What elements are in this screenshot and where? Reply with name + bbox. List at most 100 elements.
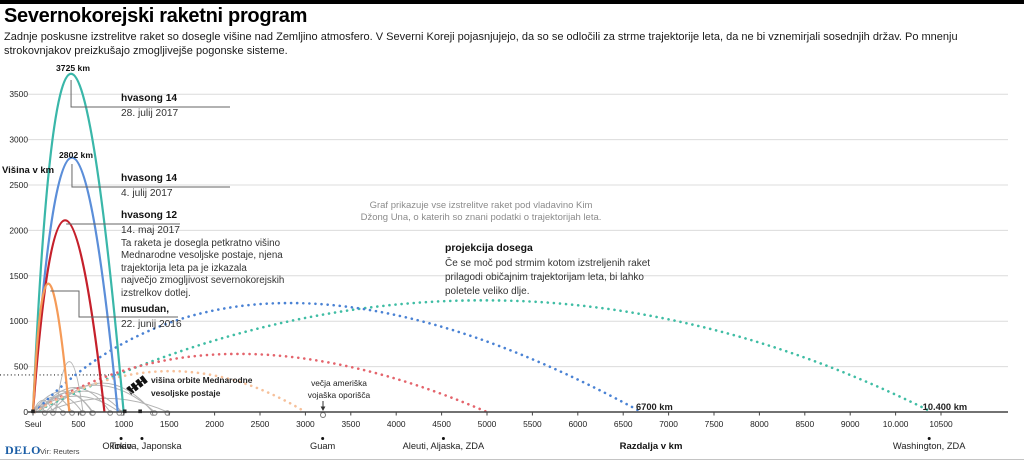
x-tick-label-0: Seul	[25, 419, 42, 429]
launch-name-3: musudan,	[121, 304, 170, 315]
axis-square-marker-0	[31, 409, 35, 414]
footer-divider	[0, 459, 1024, 460]
city-label-4: Washington, ZDA	[892, 441, 966, 451]
y-tick-500: 500	[14, 362, 28, 372]
launch-name-0: hvasong 14	[121, 93, 178, 104]
launch-description-2: Ta raketa je dosegla petkratno višino Me…	[121, 238, 285, 299]
apex-label-0: 3725 km	[56, 63, 90, 73]
y-tick-2500: 2500	[9, 180, 28, 190]
leader-line-1	[71, 164, 230, 188]
launch-name-2: hvasong 12	[121, 210, 178, 221]
city-dot-4	[927, 437, 931, 440]
other-launch-arc-3	[35, 396, 73, 413]
other-launch-arc-7	[32, 390, 94, 413]
delo-logo: DELO	[5, 443, 42, 457]
landing-marker-7	[90, 410, 96, 416]
city-label-1: Okinava, Japonska	[102, 441, 182, 451]
projection-range-label-1: 6700 km	[636, 402, 673, 412]
city-label-3: Aleuti, Aljaska, ZDA	[402, 441, 485, 451]
landing-marker-3	[69, 410, 75, 416]
launch-date-0: 28. julij 2017	[121, 108, 179, 119]
x-tick-label-3: 1500	[160, 419, 179, 429]
trajectory-curve-0	[31, 73, 125, 413]
landing-marker-8	[107, 410, 113, 416]
landing-marker-2	[60, 410, 66, 416]
x-tick-label-8: 4000	[387, 419, 406, 429]
projection-curve-0	[33, 299, 934, 414]
x-tick-label-9: 4500	[432, 419, 451, 429]
projection-range-label-0: 10.400 km	[922, 402, 968, 412]
city-dot-2	[321, 437, 325, 440]
x-tick-label-2: 1000	[114, 419, 133, 429]
y-tick-1000: 1000	[9, 316, 28, 326]
trajectory-curve-2	[31, 219, 106, 413]
graph-note: Graf prikazuje vse izstrelitve raket pod…	[360, 200, 602, 223]
y-tick-1500: 1500	[9, 271, 28, 281]
x-tick-label-12: 6000	[568, 419, 587, 429]
other-launch-arc-4	[38, 395, 83, 413]
landing-marker-13	[164, 410, 171, 416]
x-tick-label-13: 6500	[614, 419, 633, 429]
x-tick-label-18: 9000	[841, 419, 860, 429]
x-tick-label-15: 7500	[705, 419, 724, 429]
us-bases-arrow	[320, 401, 326, 418]
x-tick-label-14: 7000	[659, 419, 678, 429]
city-dot-3	[441, 437, 445, 440]
city-dot-1	[140, 437, 144, 440]
leader-line-0	[70, 80, 230, 108]
launch-date-2: 14. maj 2017	[121, 225, 180, 236]
x-tick-label-4: 2000	[205, 419, 224, 429]
source-credit: Vir: Reuters	[40, 447, 80, 456]
trajectory-curve-1	[31, 156, 119, 413]
landing-marker-4	[79, 410, 85, 416]
x-tick-label-11: 5500	[523, 419, 542, 429]
trajectory-curve-3	[31, 282, 71, 413]
landing-marker-5	[89, 410, 95, 416]
us-bases-label: večja ameriška vojaška oporišča	[307, 378, 371, 401]
apex-label-1: 2802 km	[59, 150, 93, 160]
x-tick-label-16: 8000	[750, 419, 769, 429]
landing-marker-0	[42, 410, 48, 416]
y-tick-0: 0	[23, 407, 28, 417]
landing-marker-10	[116, 410, 123, 416]
top-bar	[0, 0, 1024, 4]
landing-marker-1	[50, 410, 56, 416]
launch-date-3: 22. junij 2016	[121, 319, 182, 330]
y-axis-title: Višina v km	[2, 165, 55, 176]
x-tick-label-1: 500	[71, 419, 85, 429]
axis-square-marker-1	[122, 409, 127, 414]
landing-marker-11	[150, 410, 156, 416]
launch-date-1: 4. julij 2017	[121, 188, 173, 199]
x-tick-label-10: 5000	[478, 419, 497, 429]
other-launch-arc-8	[38, 387, 111, 413]
x-tick-label-20: 10500	[929, 419, 953, 429]
city-dot-0	[119, 437, 123, 440]
launch-name-1: hvasong 14	[121, 173, 178, 184]
city-label-0: Tokio	[110, 441, 132, 451]
landing-marker-12	[151, 410, 158, 416]
other-launch-arc-6	[55, 361, 84, 413]
x-tick-label-6: 3000	[296, 419, 315, 429]
y-tick-3000: 3000	[9, 135, 28, 145]
page-subtitle: Zadnje poskusne izstrelitve raket so dos…	[4, 31, 958, 57]
projection-note-body: Če se moč pod strmim kotom izstreljenih …	[445, 258, 651, 297]
other-launch-arc-9	[45, 390, 123, 413]
page-title: Severnokorejski raketni program	[4, 5, 308, 27]
city-label-2: Guam	[309, 441, 336, 451]
other-launch-arc-2	[33, 402, 64, 413]
other-launch-arc-11	[50, 382, 154, 413]
other-launch-arc-10	[32, 395, 120, 413]
axis-square-marker-2	[138, 409, 142, 414]
other-launch-arc-13	[46, 397, 168, 413]
x-tick-label-7: 3500	[341, 419, 360, 429]
x-tick-label-17: 8500	[795, 419, 814, 429]
y-tick-3500: 3500	[9, 89, 28, 99]
landing-marker-6	[80, 410, 86, 416]
x-axis-title: Razdalja v km	[619, 441, 683, 452]
x-tick-label-19: 10.000	[883, 419, 909, 429]
landing-marker-9	[119, 410, 125, 416]
projection-curve-1	[33, 301, 643, 414]
projection-curve-3	[33, 369, 307, 414]
